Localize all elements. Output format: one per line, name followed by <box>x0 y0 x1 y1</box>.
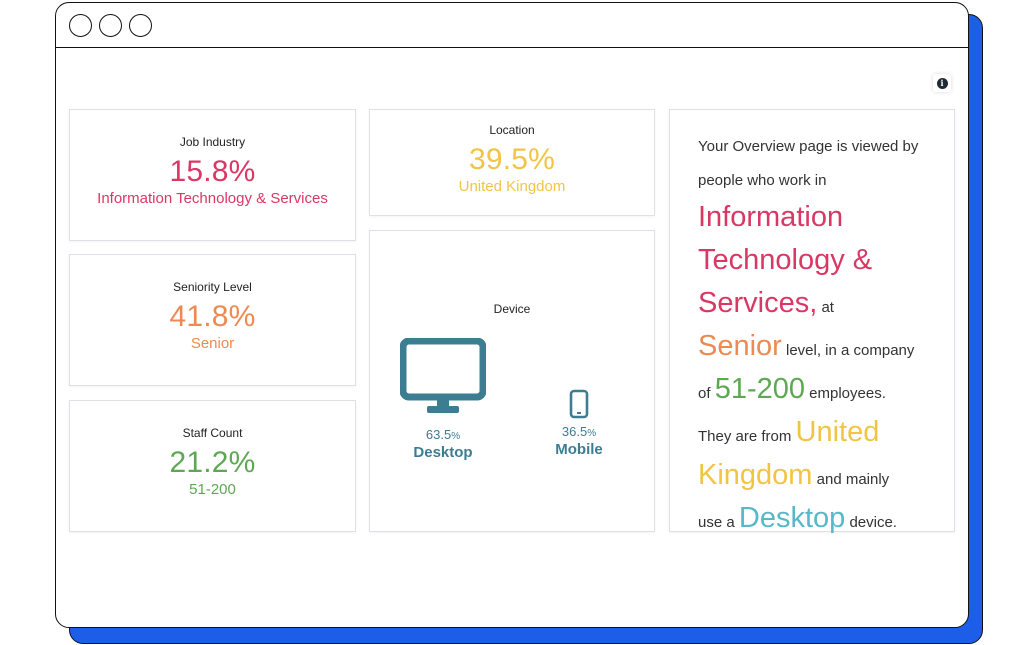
desktop-monitor-icon <box>399 337 487 413</box>
info-button[interactable]: i <box>933 74 951 92</box>
staff-count-card: Staff Count 21.2% 51-200 <box>69 400 356 532</box>
summary-seniority: Senior <box>698 330 782 362</box>
window-control-circle[interactable] <box>129 14 152 37</box>
summary-industry: Information <box>698 201 844 233</box>
location-value: 39.5% <box>468 143 556 176</box>
card-title: Job Industry <box>179 135 246 149</box>
window-control-circle[interactable] <box>99 14 122 37</box>
summary-industry: Technology & <box>698 244 873 276</box>
summary-industry: Services, <box>698 287 818 319</box>
summary-line: of 51-200 employees. <box>698 373 886 405</box>
seniority-label: Senior <box>190 335 235 352</box>
summary-line: Senior level, in a company <box>698 330 915 362</box>
staff-count-label: 51-200 <box>189 481 236 498</box>
summary-line: Information <box>698 198 928 241</box>
location-label: United Kingdom <box>458 178 566 195</box>
summary-line: people who work in <box>698 172 827 189</box>
summary-staff: 51-200 <box>714 373 805 405</box>
mobile-column: 36.5% Mobile <box>545 389 613 458</box>
device-card: Device 63.5% Desktop 36.5% Mobile <box>369 230 655 532</box>
desktop-label: Desktop <box>413 444 473 461</box>
summary-line: use a Desktop device. <box>698 502 897 534</box>
card-title: Device <box>493 302 531 316</box>
overview-summary-card: Your Overview page is viewed by people w… <box>669 109 955 534</box>
desktop-column: 63.5% Desktop <box>399 337 487 461</box>
summary-country: United <box>795 416 880 448</box>
summary-line: Kingdom and mainly <box>698 459 890 491</box>
seniority-card: Seniority Level 41.8% Senior <box>69 254 356 386</box>
summary-line: Technology & <box>698 241 928 284</box>
summary-line: Your Overview page is viewed by <box>698 138 919 155</box>
card-title: Seniority Level <box>173 280 252 294</box>
desktop-percentage: 63.5% <box>425 427 461 442</box>
job-industry-card: Job Industry 15.8% Information Technolog… <box>69 109 356 241</box>
card-title: Location <box>489 123 535 137</box>
summary-country: Kingdom <box>698 459 813 491</box>
window-control-circle[interactable] <box>69 14 92 37</box>
mobile-percentage: 36.5% <box>561 424 597 439</box>
summary-line: They are from United <box>698 416 880 448</box>
summary-line: Services, at <box>698 287 834 319</box>
job-industry-value: 15.8% <box>169 155 256 188</box>
staff-count-value: 21.2% <box>169 446 256 479</box>
mobile-label: Mobile <box>555 441 603 458</box>
info-icon: i <box>936 77 948 89</box>
location-card: Location 39.5% United Kingdom <box>369 109 655 216</box>
seniority-value: 41.8% <box>169 300 256 333</box>
browser-window: i Job Industry 15.8% Information Technol… <box>55 2 969 628</box>
window-titlebar <box>56 3 968 48</box>
job-industry-label: Information Technology & Services <box>97 190 328 207</box>
summary-device: Desktop <box>738 502 846 534</box>
card-title: Staff Count <box>182 426 243 440</box>
mobile-phone-icon <box>569 389 589 419</box>
